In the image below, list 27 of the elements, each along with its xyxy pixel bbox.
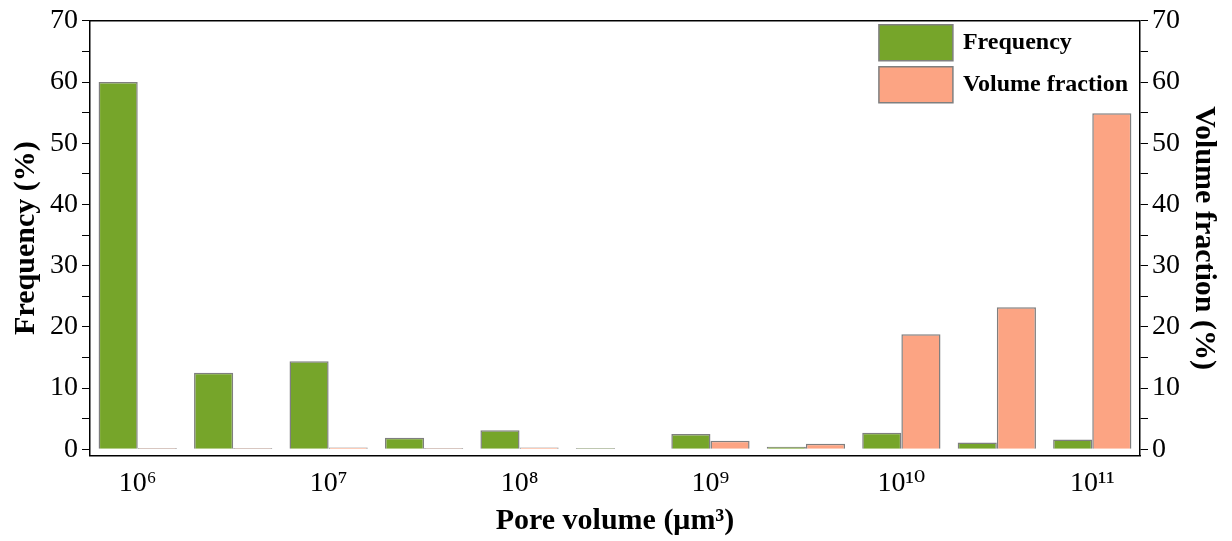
y-tick-label: 10 [50,370,78,402]
y-tick-label: 0 [64,431,78,463]
y2-tick-label: 70 [1152,3,1180,35]
y2-tick-label: 60 [1152,64,1180,96]
x-tick-label: 10⁶ [118,465,157,497]
y2-tick-label: 0 [1152,431,1166,463]
x-tick-label: 10¹⁰ [877,465,926,497]
legend-label: Volume fraction [962,70,1128,96]
y2-tick-label: 50 [1152,125,1180,157]
y-tick-label: 20 [50,309,78,341]
y-tick-label: 70 [50,3,78,35]
x-tick-label: 10⁷ [309,465,348,497]
y2-tick-label: 40 [1152,186,1180,218]
y-tick-label: 60 [50,64,78,96]
y-axis-title: Frequency (%) [6,141,41,335]
x-tick-label: 10¹¹ [1069,465,1115,497]
x-tick-label: 10⁸ [500,465,539,497]
y2-axis-title: Volume fraction (%) [1189,106,1224,371]
y-tick-label: 50 [50,125,78,157]
y2-tick-label: 20 [1152,309,1180,341]
y-tick-label: 40 [50,186,78,218]
x-axis-title: Pore volume (μm³) [495,501,735,536]
y2-tick-label: 30 [1152,248,1180,279]
y-tick-label: 30 [50,248,78,279]
x-tick-label: 10⁹ [691,465,730,497]
y2-tick-label: 10 [1152,370,1180,402]
legend-label: Frequency [962,28,1072,54]
